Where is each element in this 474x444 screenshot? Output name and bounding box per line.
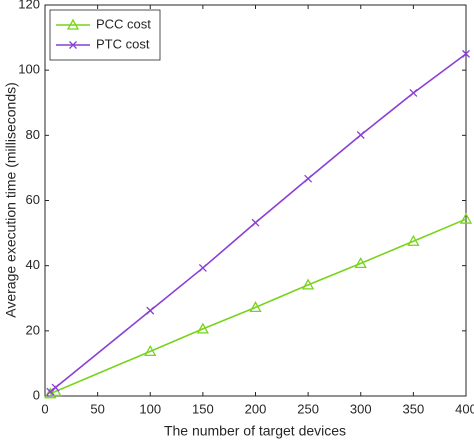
legend-marker (66, 18, 80, 30)
series-line (49, 53, 467, 393)
x-tick-label: 300 (350, 401, 372, 416)
marker (459, 212, 473, 224)
marker (44, 387, 57, 399)
marker (249, 301, 262, 313)
y-tick-label: 60 (26, 192, 40, 207)
x-tick-label: 200 (245, 401, 267, 416)
y-tick-label: 20 (26, 322, 40, 337)
x-tick-label: 350 (403, 401, 425, 416)
x-tick-label: 250 (297, 401, 319, 416)
y-tick-label: 100 (18, 62, 40, 77)
x-tick-label: 400 (455, 401, 474, 416)
marker (46, 387, 55, 396)
legend-label: PCC cost (96, 16, 151, 31)
y-tick-label: 80 (26, 127, 40, 142)
y-tick-label: 120 (18, 0, 40, 11)
marker (144, 345, 157, 357)
x-tick-label: 50 (90, 401, 104, 416)
marker (407, 234, 420, 246)
x-tick-label: 150 (192, 401, 214, 416)
marker (356, 131, 365, 139)
legend-marker (69, 41, 77, 49)
marker (198, 263, 207, 272)
legend-label: PTC cost (96, 36, 150, 51)
marker (462, 49, 470, 58)
marker (409, 89, 418, 97)
marker (302, 278, 315, 290)
x-axis-title: The number of target devices (164, 423, 346, 439)
plot-frame (44, 4, 467, 397)
legend-box (49, 9, 161, 61)
y-axis-title: Average execution time (milliseconds) (3, 82, 19, 318)
y-tick-label: 40 (26, 257, 40, 272)
marker (354, 257, 367, 269)
marker (146, 306, 155, 315)
marker (51, 383, 60, 392)
x-tick-label: 0 (41, 401, 48, 416)
marker (304, 174, 313, 183)
marker (251, 218, 260, 227)
marker (196, 322, 209, 334)
x-tick-label: 100 (139, 401, 161, 416)
series-line (49, 218, 467, 395)
y-tick-label: 0 (33, 387, 40, 402)
